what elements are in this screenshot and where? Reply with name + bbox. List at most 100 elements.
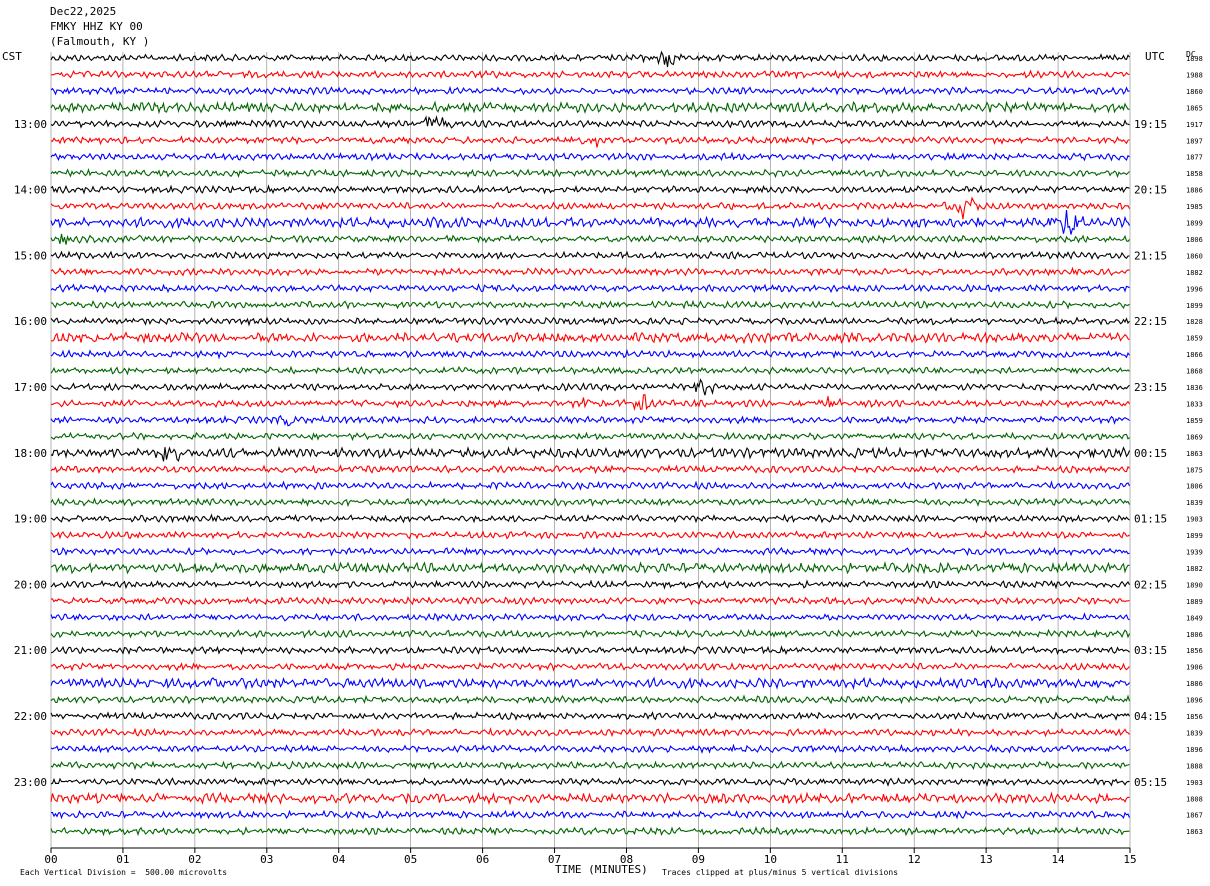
cst-hour-label: 21:00 xyxy=(14,644,47,657)
x-tick-label: 11 xyxy=(836,853,849,866)
dc-offset: 1806 xyxy=(1186,483,1203,491)
dc-offset: 1896 xyxy=(1186,697,1203,705)
dc-offset: 1903 xyxy=(1186,516,1203,524)
dc-label: DC xyxy=(1186,50,1196,59)
dc-offset: 1869 xyxy=(1186,433,1203,441)
trace-line xyxy=(50,299,1130,310)
trace-line xyxy=(50,184,1130,195)
dc-offset: 1897 xyxy=(1186,137,1203,145)
cst-hour-label: 22:00 xyxy=(14,710,47,723)
utc-label: UTC xyxy=(1145,50,1165,63)
trace-line xyxy=(50,645,1130,656)
dc-offset: 1988 xyxy=(1186,71,1203,79)
x-tick-label: 02 xyxy=(188,853,201,866)
x-tick-label: 05 xyxy=(404,853,417,866)
clip-note: Traces clipped at plus/minus 5 vertical … xyxy=(662,868,899,877)
station-label: FMKY HHZ KY 00 xyxy=(50,20,143,33)
cst-hour-label: 17:00 xyxy=(14,381,47,394)
dc-offset: 1828 xyxy=(1186,318,1203,326)
scale-note: Each Vertical Division = 500.00 microvol… xyxy=(20,868,228,877)
trace-line xyxy=(50,394,1130,411)
dc-offset: 1882 xyxy=(1186,565,1203,573)
hour-labels: 13:00 14:00 15:00 16:00 17:00 18:00 19:00 20:00… xyxy=(14,118,1167,789)
trace-line xyxy=(50,546,1130,557)
dc-offset: 1888 xyxy=(1186,762,1203,770)
x-tick-label: 00 xyxy=(44,853,57,866)
trace-line xyxy=(50,266,1130,277)
dc-offset: 1899 xyxy=(1186,220,1203,228)
dc-offset: 1806 xyxy=(1186,236,1203,244)
utc-hour-label: 23:15 xyxy=(1134,381,1167,394)
dc-offset: 1858 xyxy=(1186,170,1203,178)
dc-offset: 1808 xyxy=(1186,795,1203,803)
dc-offset: 1917 xyxy=(1186,121,1203,129)
trace-line xyxy=(50,628,1131,639)
x-tick-label: 15 xyxy=(1123,853,1136,866)
trace-line xyxy=(50,135,1130,148)
trace-line xyxy=(50,348,1130,360)
trace-line xyxy=(50,662,1130,672)
dc-offset: 1839 xyxy=(1186,499,1203,507)
dc-offset: 1896 xyxy=(1186,746,1203,754)
dc-offset: 1856 xyxy=(1186,713,1203,721)
x-tick-label: 07 xyxy=(548,853,561,866)
dc-offset: 1898 xyxy=(1186,55,1203,63)
dc-offset: 1886 xyxy=(1186,680,1203,688)
dc-offset: 1877 xyxy=(1186,154,1203,162)
trace-line xyxy=(50,464,1130,475)
trace-line xyxy=(50,760,1130,771)
trace-line xyxy=(50,513,1130,524)
utc-hour-label: 20:15 xyxy=(1134,184,1167,197)
cst-hour-label: 20:00 xyxy=(14,578,47,591)
dc-offset: 1863 xyxy=(1186,828,1203,836)
utc-hour-label: 00:15 xyxy=(1134,447,1167,460)
dc-offset: 1906 xyxy=(1186,664,1203,672)
trace-line xyxy=(50,579,1130,590)
dc-offset: 1856 xyxy=(1186,647,1203,655)
trace-line xyxy=(50,560,1130,575)
trace-line xyxy=(50,151,1130,163)
utc-hour-label: 03:15 xyxy=(1134,644,1167,657)
dc-offset: 1849 xyxy=(1186,614,1203,622)
utc-hour-label: 02:15 xyxy=(1134,578,1167,591)
trace-line xyxy=(50,85,1130,96)
x-tick-label: 03 xyxy=(260,853,273,866)
utc-hour-label: 05:15 xyxy=(1134,776,1167,789)
trace-line xyxy=(50,250,1130,261)
dc-offset: 1899 xyxy=(1186,532,1203,540)
dc-offset: 1939 xyxy=(1186,549,1203,557)
cst-hour-label: 15:00 xyxy=(14,249,47,262)
utc-hour-label: 01:15 xyxy=(1134,513,1167,526)
dc-offset: 1882 xyxy=(1186,269,1203,277)
utc-hour-label: 22:15 xyxy=(1134,315,1167,328)
dc-offset: 1889 xyxy=(1186,598,1203,606)
location-label: (Falmouth, KY ) xyxy=(50,35,150,48)
trace-line xyxy=(50,743,1130,754)
trace-line xyxy=(50,50,1130,68)
trace-line xyxy=(50,595,1130,606)
trace-line xyxy=(50,168,1130,179)
utc-hour-label: 04:15 xyxy=(1134,710,1167,723)
trace-line xyxy=(51,69,1130,80)
trace-line xyxy=(50,676,1130,690)
dc-offset: 1860 xyxy=(1186,88,1203,96)
dc-offset: 1860 xyxy=(1186,252,1203,260)
trace-line xyxy=(50,530,1130,541)
cst-hour-label: 23:00 xyxy=(14,776,47,789)
trace-line xyxy=(50,233,1130,245)
dc-offset: 1863 xyxy=(1186,450,1203,458)
trace-line xyxy=(50,711,1130,721)
date-label: Dec22,2025 xyxy=(50,5,117,18)
cst-hour-label: 18:00 xyxy=(14,447,47,460)
dc-offset: 1865 xyxy=(1186,104,1203,112)
x-tick-label: 10 xyxy=(764,853,777,866)
trace-line xyxy=(50,727,1130,738)
trace-line xyxy=(50,612,1130,623)
dc-offset: 1866 xyxy=(1186,351,1203,359)
dc-offset: 1839 xyxy=(1186,729,1203,737)
trace-line xyxy=(51,809,1131,820)
cst-hour-label: 16:00 xyxy=(14,315,47,328)
trace-line xyxy=(50,694,1131,705)
trace-line xyxy=(50,480,1130,491)
trace-line xyxy=(50,431,1130,442)
